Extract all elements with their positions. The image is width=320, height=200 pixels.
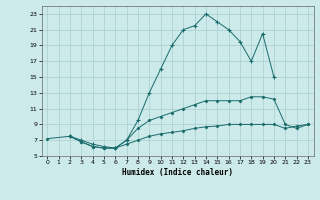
X-axis label: Humidex (Indice chaleur): Humidex (Indice chaleur) bbox=[122, 168, 233, 177]
